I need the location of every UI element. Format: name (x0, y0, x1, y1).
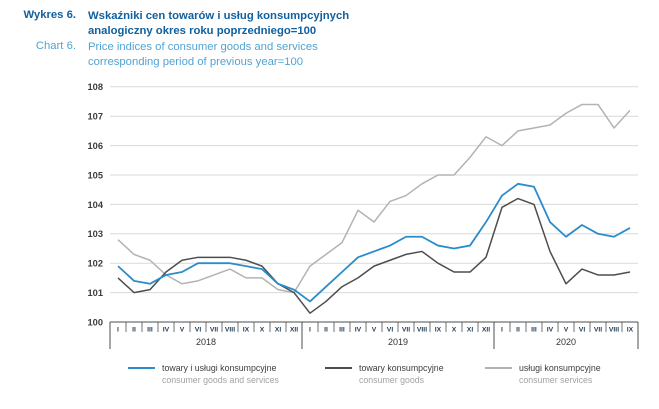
y-tick-label: 105 (87, 170, 103, 180)
y-tick-label: 104 (87, 200, 103, 210)
legend-entry-cpi: towary i usługi konsumpcyjne consumer go… (128, 362, 279, 386)
y-tick-label: 103 (87, 229, 103, 239)
year-label: 2019 (388, 337, 408, 347)
month-label: V (564, 327, 569, 334)
month-label: VIII (609, 327, 619, 334)
month-label: V (372, 327, 377, 334)
series-line-goods (117, 197, 631, 314)
y-tick-label: 102 (87, 259, 103, 269)
chart-title-en-line1: Price indices of consumer goods and serv… (88, 41, 318, 53)
month-label: IV (163, 327, 170, 334)
chart-number-pl: Wykres 6. (23, 9, 76, 21)
month-label: III (339, 327, 345, 334)
month-label: IV (547, 327, 554, 334)
month-label: II (516, 327, 520, 334)
month-label: VI (195, 327, 202, 334)
month-label: III (147, 327, 153, 334)
legend-label-services-en: consumer services (519, 375, 593, 385)
chart-title-en-line2: corresponding period of previous year=10… (88, 56, 304, 68)
y-tick-label: 100 (87, 317, 103, 327)
legend-swatch-goods (325, 367, 352, 369)
month-label: IX (435, 327, 442, 334)
legend-label-cpi-en: consumer goods and services (162, 375, 279, 385)
legend-label-goods-en: consumer goods (359, 375, 425, 385)
month-label: V (180, 327, 185, 334)
month-label: VI (387, 327, 394, 334)
month-label: IX (627, 327, 634, 334)
y-tick-label: 108 (87, 82, 103, 92)
month-label: XII (290, 327, 298, 334)
month-label: II (324, 327, 328, 334)
month-label: XI (467, 327, 474, 334)
month-label: I (117, 327, 119, 334)
series-line-services (117, 103, 631, 294)
year-label: 2020 (556, 337, 576, 347)
legend-entry-goods: towary konsumpcyjne consumer goods (325, 362, 444, 386)
y-tick-label: 106 (87, 141, 103, 151)
month-label: I (309, 327, 311, 334)
month-label: VIII (225, 327, 235, 334)
y-tick-label: 101 (87, 288, 103, 298)
chart-title-pl: Wskaźniki cen towarów i usług konsumpcyj… (88, 9, 349, 39)
month-label: XI (275, 327, 282, 334)
month-label: VI (579, 327, 586, 334)
legend-label-services-pl: usługi konsumpcyjne (519, 363, 601, 373)
month-label: VIII (417, 327, 427, 334)
month-label: X (260, 327, 265, 334)
chart-title-en: Price indices of consumer goods and serv… (88, 40, 318, 70)
legend-label-cpi-pl: towary i usługi konsumpcyjne (162, 363, 277, 373)
chart-title-pl-line2: analogiczny okres roku poprzedniego=100 (88, 25, 317, 37)
month-label: IX (243, 327, 250, 334)
month-label: VII (210, 327, 218, 334)
series-line-cpi (117, 182, 631, 303)
legend-swatch-cpi (128, 367, 155, 369)
chart-number-en: Chart 6. (35, 40, 76, 52)
month-label: VII (594, 327, 602, 334)
year-label: 2018 (196, 337, 216, 347)
month-label: XII (482, 327, 490, 334)
month-label: IV (355, 327, 362, 334)
chart-title-pl-line1: Wskaźniki cen towarów i usług konsumpcyj… (88, 10, 350, 22)
chart-legend: towary i usługi konsumpcyjne consumer go… (0, 362, 659, 402)
legend-label-goods-pl: towary konsumpcyjne (359, 363, 444, 373)
legend-entry-services: usługi konsumpcyjne consumer services (485, 362, 601, 386)
month-label: II (132, 327, 136, 334)
legend-swatch-services (485, 367, 512, 369)
y-tick-label: 107 (87, 112, 103, 122)
month-label: III (531, 327, 537, 334)
month-label: I (501, 327, 503, 334)
month-label: X (452, 327, 457, 334)
month-label: VII (402, 327, 410, 334)
